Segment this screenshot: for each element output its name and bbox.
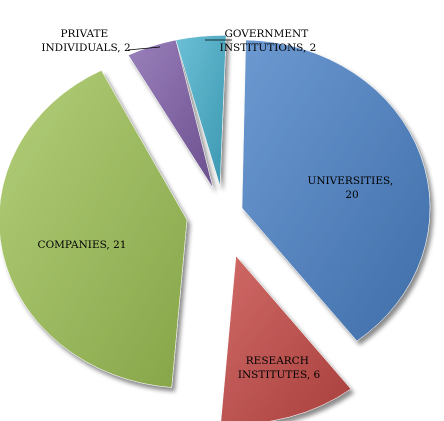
- label-research-institutes: RESEARCH INSTITUTES, 6: [238, 355, 321, 381]
- leader-line-private-individuals: [127, 46, 161, 51]
- slice-government-institutions: [175, 35, 227, 187]
- label-companies: COMPANIES, 21: [38, 239, 127, 251]
- slice-universities: [241, 39, 431, 342]
- label-private-individuals: PRIVATE INDIVIDUALS, 2: [41, 28, 130, 54]
- slice-research-institutes: [220, 255, 352, 421]
- label-government-institutions: GOVERNMENT INSTITUTIONS, 2: [220, 28, 317, 54]
- slice-companies: [0, 70, 188, 388]
- label-universities: UNIVERSITIES, 20: [308, 175, 397, 201]
